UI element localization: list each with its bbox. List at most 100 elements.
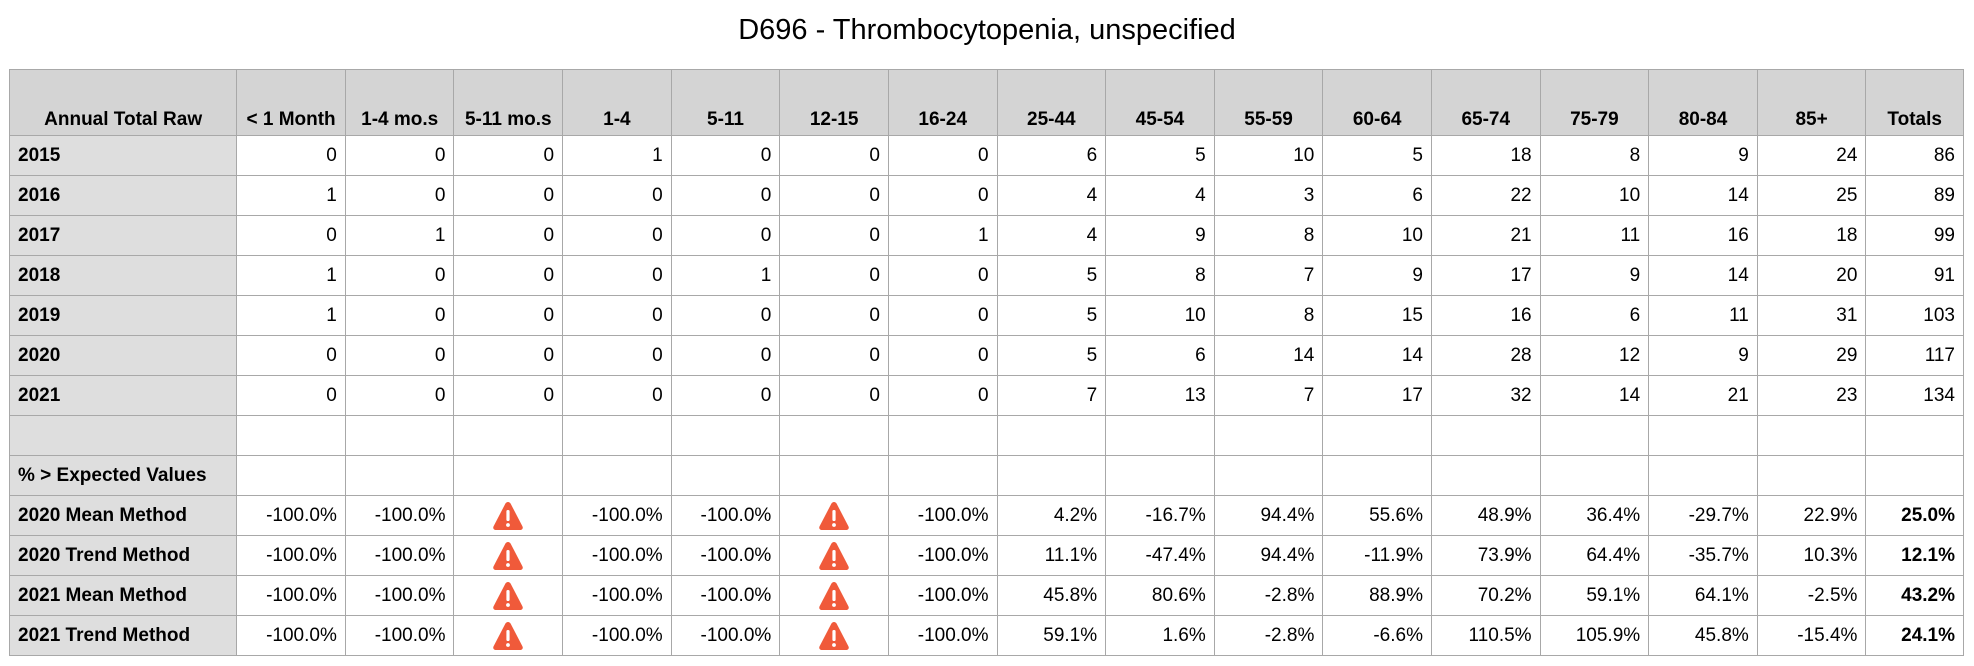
blank-row	[8, 415, 1964, 456]
data-cell: 105.9%	[1539, 615, 1650, 656]
warning-triangle-icon	[819, 541, 849, 570]
data-cell: 5	[996, 255, 1107, 296]
data-cell: -29.7%	[1648, 495, 1758, 536]
row-header: 2021 Trend Method	[8, 615, 238, 656]
empty-cell	[236, 415, 346, 456]
data-cell: -47.4%	[1105, 535, 1215, 576]
data-cell: 5	[996, 335, 1107, 376]
empty-cell	[1213, 455, 1324, 496]
empty-cell	[1430, 455, 1541, 496]
data-cell: 117	[1865, 335, 1964, 376]
empty-cell	[562, 415, 672, 456]
data-cell: 0	[887, 335, 998, 376]
data-cell: 55.6%	[1322, 495, 1432, 536]
data-cell: 9	[1648, 335, 1758, 376]
data-cell: -100.0%	[344, 575, 455, 616]
data-cell: 91	[1865, 255, 1964, 296]
empty-cell	[1865, 455, 1964, 496]
data-cell: 7	[1213, 375, 1324, 416]
table-row: 2019 1 0 0 0 0 0 0 5 10 8 15 16 6 11 31 103	[8, 295, 1964, 336]
data-cell: 4	[996, 175, 1107, 216]
data-cell: 0	[344, 135, 455, 176]
empty-cell	[1322, 415, 1432, 456]
data-cell: -100.0%	[887, 495, 998, 536]
data-cell: 9	[1322, 255, 1432, 296]
column-header: 25-44	[996, 69, 1107, 136]
data-cell: 18	[1430, 135, 1541, 176]
warning-cell	[453, 615, 564, 656]
data-cell: 0	[562, 295, 672, 336]
row-header: 2015	[8, 135, 238, 176]
data-cell: 13	[1105, 375, 1215, 416]
data-cell: 32	[1430, 375, 1541, 416]
data-cell: 9	[1648, 135, 1758, 176]
data-cell: 25	[1756, 175, 1867, 216]
data-cell: 0	[670, 135, 781, 176]
data-cell: 0	[779, 375, 889, 416]
data-cell: 7	[996, 375, 1107, 416]
warning-triangle-icon	[493, 581, 524, 610]
data-cell: -6.6%	[1322, 615, 1432, 656]
row-header: 2020	[8, 335, 238, 376]
data-cell: -100.0%	[236, 535, 346, 576]
data-cell: 6	[1105, 335, 1215, 376]
data-cell: 103	[1865, 295, 1964, 336]
sheet-title: D696 - Thrombocytopenia, unspecified	[738, 14, 1236, 46]
empty-cell	[236, 455, 346, 496]
data-cell: -100.0%	[670, 495, 781, 536]
data-cell: 0	[344, 335, 455, 376]
table-row: 2021 Mean Method -100.0% -100.0% -100.0% -10…	[8, 575, 1964, 616]
data-cell: 0	[344, 175, 455, 216]
empty-cell	[1539, 415, 1650, 456]
empty-cell	[1539, 455, 1650, 496]
data-cell: 0	[887, 295, 998, 336]
data-cell: 21	[1648, 375, 1758, 416]
empty-cell	[1322, 455, 1432, 496]
data-cell: 0	[453, 295, 564, 336]
data-cell: 0	[779, 175, 889, 216]
header-row-label: Annual Total Raw	[8, 69, 238, 136]
warning-cell	[779, 535, 889, 576]
row-header: 2017	[8, 215, 238, 256]
data-cell: 8	[1105, 255, 1215, 296]
data-cell: 20	[1756, 255, 1867, 296]
data-cell: 28	[1430, 335, 1541, 376]
total-cell: 43.2%	[1865, 575, 1964, 616]
row-header: 2020 Mean Method	[8, 495, 238, 536]
column-header: 45-54	[1105, 69, 1215, 136]
data-cell: 0	[562, 335, 672, 376]
data-cell: -100.0%	[344, 535, 455, 576]
data-cell: 0	[453, 335, 564, 376]
data-cell: 99	[1865, 215, 1964, 256]
empty-cell	[1105, 415, 1215, 456]
data-cell: -100.0%	[562, 575, 672, 616]
column-header: < 1 Month	[236, 69, 346, 136]
data-cell: 14	[1648, 175, 1758, 216]
data-cell: 23	[1756, 375, 1867, 416]
data-cell: 0	[236, 335, 346, 376]
data-cell: 0	[453, 135, 564, 176]
warning-cell	[779, 575, 889, 616]
empty-cell	[779, 415, 889, 456]
empty-cell	[1648, 415, 1758, 456]
data-cell: 0	[887, 255, 998, 296]
data-cell: 6	[996, 135, 1107, 176]
data-cell: 0	[453, 215, 564, 256]
total-cell: 25.0%	[1865, 495, 1964, 536]
data-cell: 12	[1539, 335, 1650, 376]
table-row: 2021 0 0 0 0 0 0 0 7 13 7 17 32 14 21 23 134	[8, 375, 1964, 416]
data-cell: 0	[344, 255, 455, 296]
data-cell: 9	[1105, 215, 1215, 256]
empty-cell	[1756, 455, 1867, 496]
data-cell: -100.0%	[344, 495, 455, 536]
data-cell: -100.0%	[562, 615, 672, 656]
warning-triangle-icon	[493, 541, 524, 570]
data-cell: 64.1%	[1648, 575, 1758, 616]
data-cell: 0	[670, 375, 781, 416]
data-cell: 10	[1539, 175, 1650, 216]
data-cell: 11	[1648, 295, 1758, 336]
empty-cell	[453, 415, 564, 456]
data-cell: 7	[1213, 255, 1324, 296]
data-cell: 64.4%	[1539, 535, 1650, 576]
empty-cell	[453, 455, 564, 496]
